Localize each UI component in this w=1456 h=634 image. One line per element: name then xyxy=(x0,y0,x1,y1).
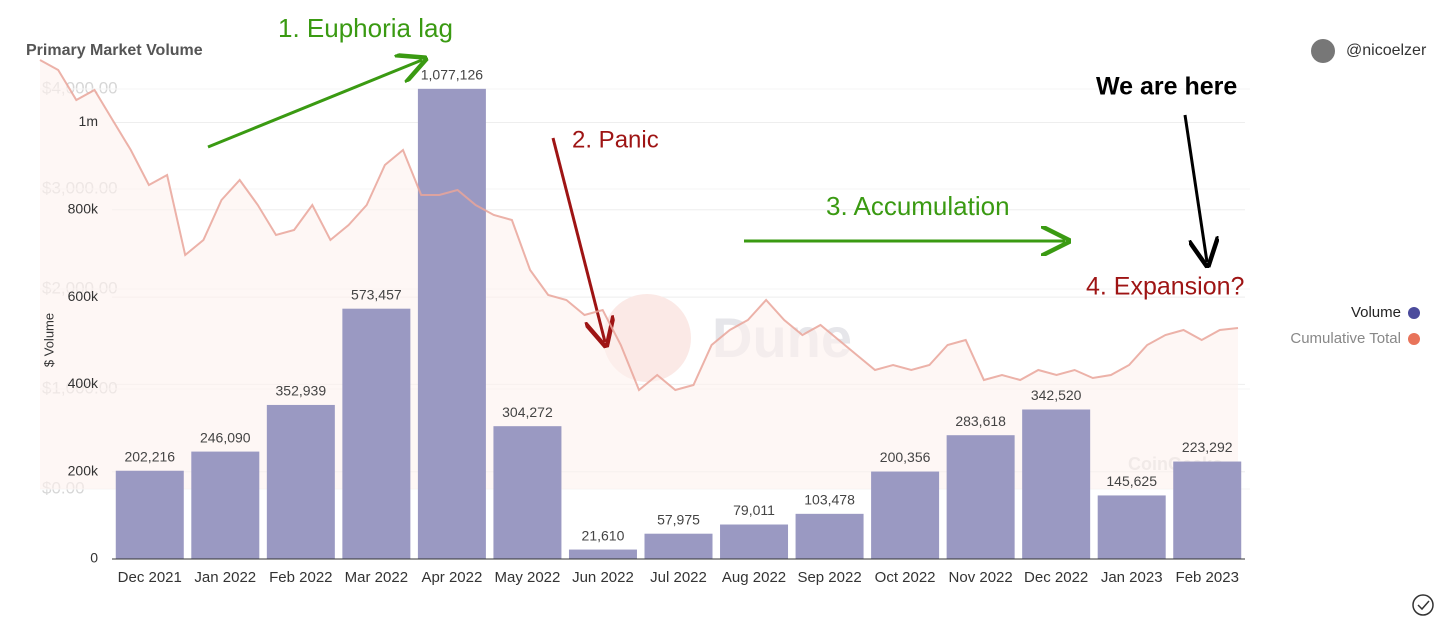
bar xyxy=(417,88,486,559)
bar xyxy=(115,470,184,559)
bar xyxy=(266,404,335,559)
annotation: 4. Expansion? xyxy=(1086,273,1244,301)
arrow xyxy=(1183,114,1207,262)
y-tick-label: 200k xyxy=(68,462,99,478)
price-line xyxy=(39,59,1239,392)
bar xyxy=(644,533,713,559)
data-label: 103,478 xyxy=(804,492,855,508)
bar xyxy=(946,435,1015,559)
annotation: We are here xyxy=(1096,73,1237,101)
data-label: 573,457 xyxy=(351,286,402,302)
annotation: 2. Panic xyxy=(572,126,659,153)
x-tick-label: Jul 2022 xyxy=(650,569,707,586)
data-label: 57,975 xyxy=(657,511,700,527)
x-tick-label: Apr 2022 xyxy=(421,569,482,586)
arrow xyxy=(207,60,422,149)
author: @nicoelzer xyxy=(1346,42,1427,59)
x-tick-label: May 2022 xyxy=(494,569,560,586)
bar xyxy=(191,451,260,559)
x-tick-label: Aug 2022 xyxy=(722,569,786,586)
x-tick-label: Feb 2022 xyxy=(269,569,332,586)
bar xyxy=(720,524,789,559)
data-label: 21,610 xyxy=(582,527,625,543)
price-area xyxy=(40,60,1238,489)
y-tick-label: 800k xyxy=(68,201,99,217)
x-tick-label: Nov 2022 xyxy=(949,569,1013,586)
y-tick-label: 1m xyxy=(79,113,98,129)
bar xyxy=(871,471,940,559)
x-tick-label: Dec 2022 xyxy=(1024,569,1088,586)
data-label: 342,520 xyxy=(1031,387,1082,403)
legend-label: Volume xyxy=(1351,304,1401,321)
x-tick-label: Dec 2021 xyxy=(118,569,182,586)
bar xyxy=(1022,409,1091,559)
y-tick-label: 600k xyxy=(68,288,99,304)
y-tick-label: 400k xyxy=(68,375,99,391)
x-tick-label: Jan 2023 xyxy=(1101,569,1163,586)
x-tick-label: Oct 2022 xyxy=(875,569,936,586)
chart-title: Primary Market Volume xyxy=(26,42,203,59)
y-tick-label: 0 xyxy=(90,550,98,566)
bar xyxy=(568,549,637,559)
check-icon xyxy=(1412,594,1434,616)
x-tick-label: Jan 2022 xyxy=(194,569,256,586)
data-label: 1,077,126 xyxy=(421,67,483,83)
data-label: 304,272 xyxy=(502,404,553,420)
bar xyxy=(1097,495,1166,559)
avatar xyxy=(1311,39,1335,63)
data-label: 200,356 xyxy=(880,449,931,465)
y-axis-label: $ Volume xyxy=(41,313,56,367)
x-tick-label: Mar 2022 xyxy=(345,569,408,586)
x-tick-label: Feb 2023 xyxy=(1176,569,1239,586)
bar xyxy=(493,426,562,559)
annotation: 3. Accumulation xyxy=(826,191,1010,221)
x-tick-label: Sep 2022 xyxy=(797,569,861,586)
bar xyxy=(795,513,864,559)
data-label: 79,011 xyxy=(733,502,775,518)
data-label: 283,618 xyxy=(955,413,1006,429)
check-icon xyxy=(1417,600,1430,611)
data-label: 246,090 xyxy=(200,429,251,445)
annotation: 1. Euphoria lag xyxy=(278,13,453,43)
data-label: 202,216 xyxy=(124,448,175,464)
legend-swatch xyxy=(1408,333,1420,345)
arrow xyxy=(551,137,605,342)
x-tick-label: Jun 2022 xyxy=(572,569,634,586)
data-label: 223,292 xyxy=(1182,439,1233,455)
legend-swatch xyxy=(1408,307,1420,319)
data-label: 352,939 xyxy=(276,383,327,399)
bar xyxy=(342,308,411,559)
data-label: 145,625 xyxy=(1106,473,1157,489)
legend-label: Cumulative Total xyxy=(1290,330,1401,347)
bar xyxy=(1173,461,1242,559)
